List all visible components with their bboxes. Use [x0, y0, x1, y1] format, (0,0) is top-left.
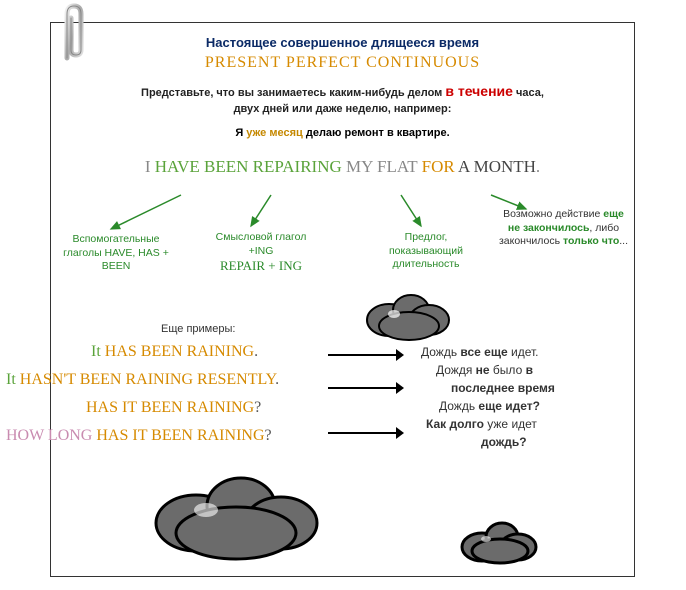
label-explanation: Возможно действие еще не закончилось, ли…	[486, 208, 641, 249]
ex1-c: .	[254, 343, 258, 360]
lbl3-l2: показывающий	[389, 245, 463, 257]
arrow-1	[326, 345, 406, 365]
translation-4: Дождь еще идет?	[439, 399, 540, 413]
intro-2: двух дней или даже неделю, например:	[234, 103, 452, 115]
cloud-icon-big	[146, 468, 326, 568]
translation-5: Как долго уже идет	[426, 417, 537, 431]
translation-3: последнее время	[451, 381, 555, 395]
example-2: It HASN'T BEEN RAINING RESENTLY.	[6, 371, 279, 389]
example-4: HOW LONG HAS IT BEEN RAINING?	[6, 427, 272, 445]
intro-1b: в течение	[445, 83, 513, 99]
lbl4-l1a: Возможно действие	[503, 208, 603, 220]
lbl4-l3b: только что	[563, 235, 619, 247]
main-card: Настоящее совершенное длящееся время PRE…	[50, 22, 635, 577]
translation-6: дождь?	[481, 435, 527, 449]
example-3: HAS IT BEEN RAINING?	[86, 399, 261, 417]
ex-en-my: MY FLAT	[346, 157, 422, 176]
ex-en-month: A MONTH	[458, 157, 536, 176]
cloud-icon-small	[456, 513, 541, 568]
lbl4-l3c: ...	[619, 235, 628, 247]
lbl1-l1: Вспомогательные	[72, 233, 159, 245]
tr2-c: было	[490, 363, 526, 377]
tr5-a: Как долго	[426, 417, 484, 431]
tr1-c: идет.	[508, 345, 539, 359]
lbl4-l2b: , либо	[589, 222, 619, 234]
ex2-c: .	[275, 371, 279, 388]
ex1-a: It	[91, 343, 105, 360]
ex-en-for: FOR	[422, 157, 458, 176]
tr2-a: Дождя	[436, 363, 476, 377]
ex-en-have: HAVE BEEN REPAIRING	[155, 157, 346, 176]
tr2-b: не	[476, 363, 490, 377]
more-examples-label: Еще примеры:	[161, 323, 235, 335]
lbl3-l3: длительность	[392, 258, 459, 270]
label-aux-verbs: Вспомогательные глаголы HAVE, HAS + BEEN	[56, 233, 176, 274]
arrow-3	[326, 423, 406, 443]
ex-ru-c: делаю ремонт в квартире.	[303, 127, 450, 139]
lbl2-l1: Смысловой глагол	[216, 231, 307, 243]
tr5-b: уже идет	[484, 417, 537, 431]
label-preposition: Предлог, показывающий длительность	[371, 231, 481, 272]
lbl3-l1: Предлог,	[405, 231, 448, 243]
lbl1-l3: BEEN	[102, 260, 131, 272]
tr3: последнее время	[451, 381, 555, 395]
ex-en-i: I	[145, 157, 155, 176]
lbl4-l3a: закончилось	[499, 235, 563, 247]
ex3-b: ?	[254, 399, 261, 416]
example-1: It HAS BEEN RAINING.	[91, 343, 258, 361]
translation-1: Дождь все еще идет.	[421, 345, 538, 359]
intro-text: Представьте, что вы занимаетесь каким-ни…	[51, 82, 634, 117]
ex3-a: HAS IT BEEN RAINING	[86, 399, 254, 416]
tr4-b: еще идет?	[478, 399, 540, 413]
title-en: PRESENT PERFECT CONTINUOUS	[51, 54, 634, 72]
lbl2-l3: REPAIR + ING	[220, 258, 302, 273]
arrow-2	[326, 378, 406, 398]
tr1-b: все еще	[460, 345, 507, 359]
example-en: I HAVE BEEN REPAIRING MY FLAT FOR A MONT…	[51, 157, 634, 177]
ex2-a: It	[6, 371, 20, 388]
example-ru: Я уже месяц делаю ремонт в квартире.	[51, 127, 634, 139]
ex1-b: HAS BEEN RAINING	[105, 343, 254, 360]
ex4-c: ?	[265, 427, 272, 444]
ex-ru-b: уже месяц	[246, 127, 303, 139]
tr1-a: Дождь	[421, 345, 460, 359]
intro-1a: Представьте, что вы занимаетесь каким-ни…	[141, 87, 445, 99]
lbl4-l1b: еще	[603, 208, 624, 220]
paperclip-icon	[55, 0, 93, 70]
tr4-a: Дождь	[439, 399, 478, 413]
intro-1c: часа,	[513, 87, 544, 99]
lbl4-l2a: не закончилось	[508, 222, 590, 234]
ex2-b: HASN'T BEEN RAINING RESENTLY	[20, 371, 275, 388]
ex4-a: HOW LONG	[6, 427, 96, 444]
tr2-d: в	[526, 363, 533, 377]
label-main-verb: Смысловой глагол +ING REPAIR + ING	[201, 231, 321, 275]
title-ru: Настоящее совершенное длящееся время	[51, 35, 634, 50]
translation-2: Дождя не было в	[436, 363, 533, 377]
lbl2-l2: +ING	[249, 245, 274, 257]
lbl1-l2: глаголы HAVE, HAS +	[63, 247, 169, 259]
tr6: дождь?	[481, 435, 527, 449]
ex4-b: HAS IT BEEN RAINING	[96, 427, 264, 444]
ex-ru-a: Я	[235, 127, 246, 139]
ex-en-dot: .	[536, 157, 540, 176]
cloud-icon	[361, 288, 456, 343]
